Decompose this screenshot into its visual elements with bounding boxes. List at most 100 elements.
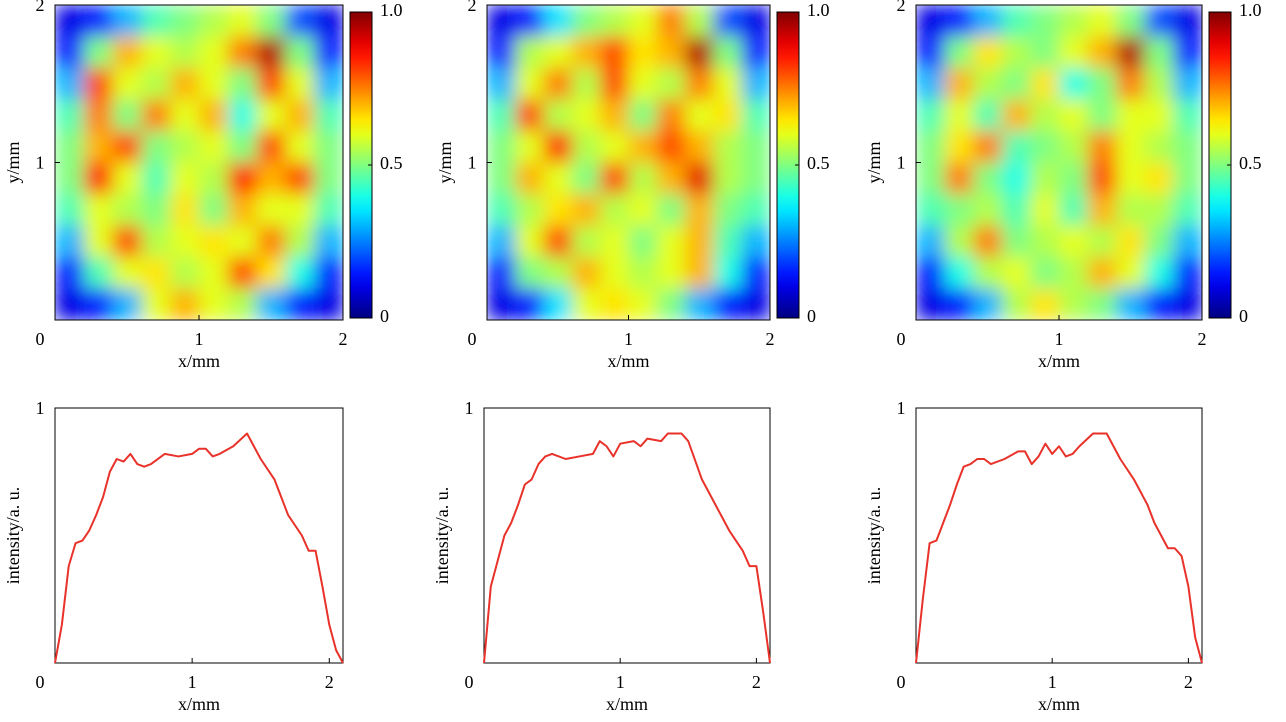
x-axis-label: x/mm — [607, 351, 649, 371]
heatmap-cell — [1059, 37, 1088, 69]
heatmap-cells — [55, 5, 344, 321]
y-axis-label: y/mm — [435, 141, 455, 183]
heatmap-cell — [657, 5, 686, 37]
heatmap-cell — [1002, 5, 1031, 37]
heatmap-cell — [515, 163, 544, 195]
heatmap-cell — [199, 226, 228, 258]
heatmap-cell — [1145, 5, 1174, 37]
y-tick-label: 2 — [468, 0, 477, 15]
figure: 01212x/mmy/mm00.51.001212x/mmy/mm00.51.0… — [0, 0, 1286, 722]
heatmap-cell — [285, 226, 314, 258]
heatmap-cell — [199, 163, 228, 195]
heatmap-cell — [199, 194, 228, 226]
heatmap-cell — [1059, 163, 1088, 195]
y-tick-label: 1 — [465, 398, 474, 418]
heatmap-cell — [1088, 289, 1117, 321]
heatmap-cell — [487, 68, 516, 100]
heatmap-cell — [199, 131, 228, 163]
heatmap-cell — [113, 257, 142, 289]
heatmap-cell — [257, 257, 286, 289]
heatmap-cell — [228, 257, 257, 289]
x-tick-label: 2 — [339, 329, 348, 349]
heatmap-cell — [199, 68, 228, 100]
heatmap-cell — [600, 100, 629, 132]
heatmap-cell — [973, 5, 1002, 37]
heatmap-cell — [1116, 100, 1145, 132]
heatmap-cell — [55, 257, 84, 289]
heatmap-cell — [1145, 289, 1174, 321]
x-axis-label: x/mm — [178, 694, 220, 714]
heatmap-cell — [572, 5, 601, 37]
heatmap-cell — [515, 131, 544, 163]
y-tick-label: 1 — [36, 398, 45, 418]
heatmap-cell — [945, 194, 974, 226]
heatmap-cell — [1030, 68, 1059, 100]
heatmap-cell — [487, 131, 516, 163]
plot-frame — [484, 408, 770, 663]
heatmap-cell — [1030, 163, 1059, 195]
heatmap-cell — [257, 163, 286, 195]
heatmap-cell — [1116, 131, 1145, 163]
heatmap-cell — [713, 194, 742, 226]
heatmap-cell — [228, 100, 257, 132]
x-tick-label: 0 — [465, 672, 474, 692]
heatmap-cell — [1030, 100, 1059, 132]
intensity-line — [484, 434, 770, 664]
heatmap-cell — [742, 257, 771, 289]
heatmap-cell — [916, 131, 945, 163]
heatmap-cell — [657, 131, 686, 163]
heatmap-cell — [600, 163, 629, 195]
heatmap-cell — [55, 68, 84, 100]
heatmap-cell — [685, 131, 714, 163]
heatmap-cell — [945, 289, 974, 321]
heatmap-cell — [572, 226, 601, 258]
heatmap-cell — [1173, 289, 1202, 321]
heatmap-cell — [945, 5, 974, 37]
heatmap-cell — [629, 68, 658, 100]
heatmap-cell — [314, 37, 343, 69]
heatmap-cell — [600, 37, 629, 69]
heatmap-cell — [515, 68, 544, 100]
heatmap-cell — [1116, 5, 1145, 37]
heatmap-cell — [141, 100, 170, 132]
heatmap-cell — [257, 5, 286, 37]
x-tick-label: 0 — [36, 672, 45, 692]
heatmap-cell — [228, 131, 257, 163]
heatmap-cell — [515, 37, 544, 69]
x-tick-label: 2 — [752, 672, 761, 692]
heatmap-cell — [1088, 257, 1117, 289]
y-tick-label: 1 — [897, 153, 906, 173]
heatmap-cell — [228, 226, 257, 258]
heatmap-cell — [314, 289, 343, 321]
heatmap-cell — [1059, 68, 1088, 100]
heatmap-cell — [1145, 37, 1174, 69]
heatmap-cell — [1002, 131, 1031, 163]
heatmap-cell — [629, 194, 658, 226]
heatmap-cell — [257, 194, 286, 226]
heatmap-cell — [170, 226, 199, 258]
heatmap-cell — [1002, 226, 1031, 258]
heatmap-cell — [713, 100, 742, 132]
plot-frame — [55, 408, 343, 663]
heatmap-cell — [84, 68, 113, 100]
heatmap-cell — [55, 194, 84, 226]
heatmap-cell — [199, 37, 228, 69]
heatmap-cell — [285, 37, 314, 69]
intensity-line — [55, 434, 343, 664]
heatmap-cell — [657, 163, 686, 195]
heatmap-cell — [544, 5, 573, 37]
heatmap-cell — [945, 226, 974, 258]
heatmap-cell — [314, 257, 343, 289]
heatmap-cell — [84, 226, 113, 258]
heatmap-cell — [742, 226, 771, 258]
colorbar-tick-label: 1.0 — [1239, 0, 1262, 20]
x-tick-label: 0 — [897, 329, 906, 349]
heatmap-cell — [1088, 100, 1117, 132]
heatmap-cell — [916, 194, 945, 226]
heatmap-cell — [515, 289, 544, 321]
heatmap-cell — [657, 37, 686, 69]
heatmap-cell — [199, 257, 228, 289]
x-axis-label: x/mm — [1038, 694, 1080, 714]
heatmap-cell — [544, 37, 573, 69]
heatmap-cell — [141, 226, 170, 258]
